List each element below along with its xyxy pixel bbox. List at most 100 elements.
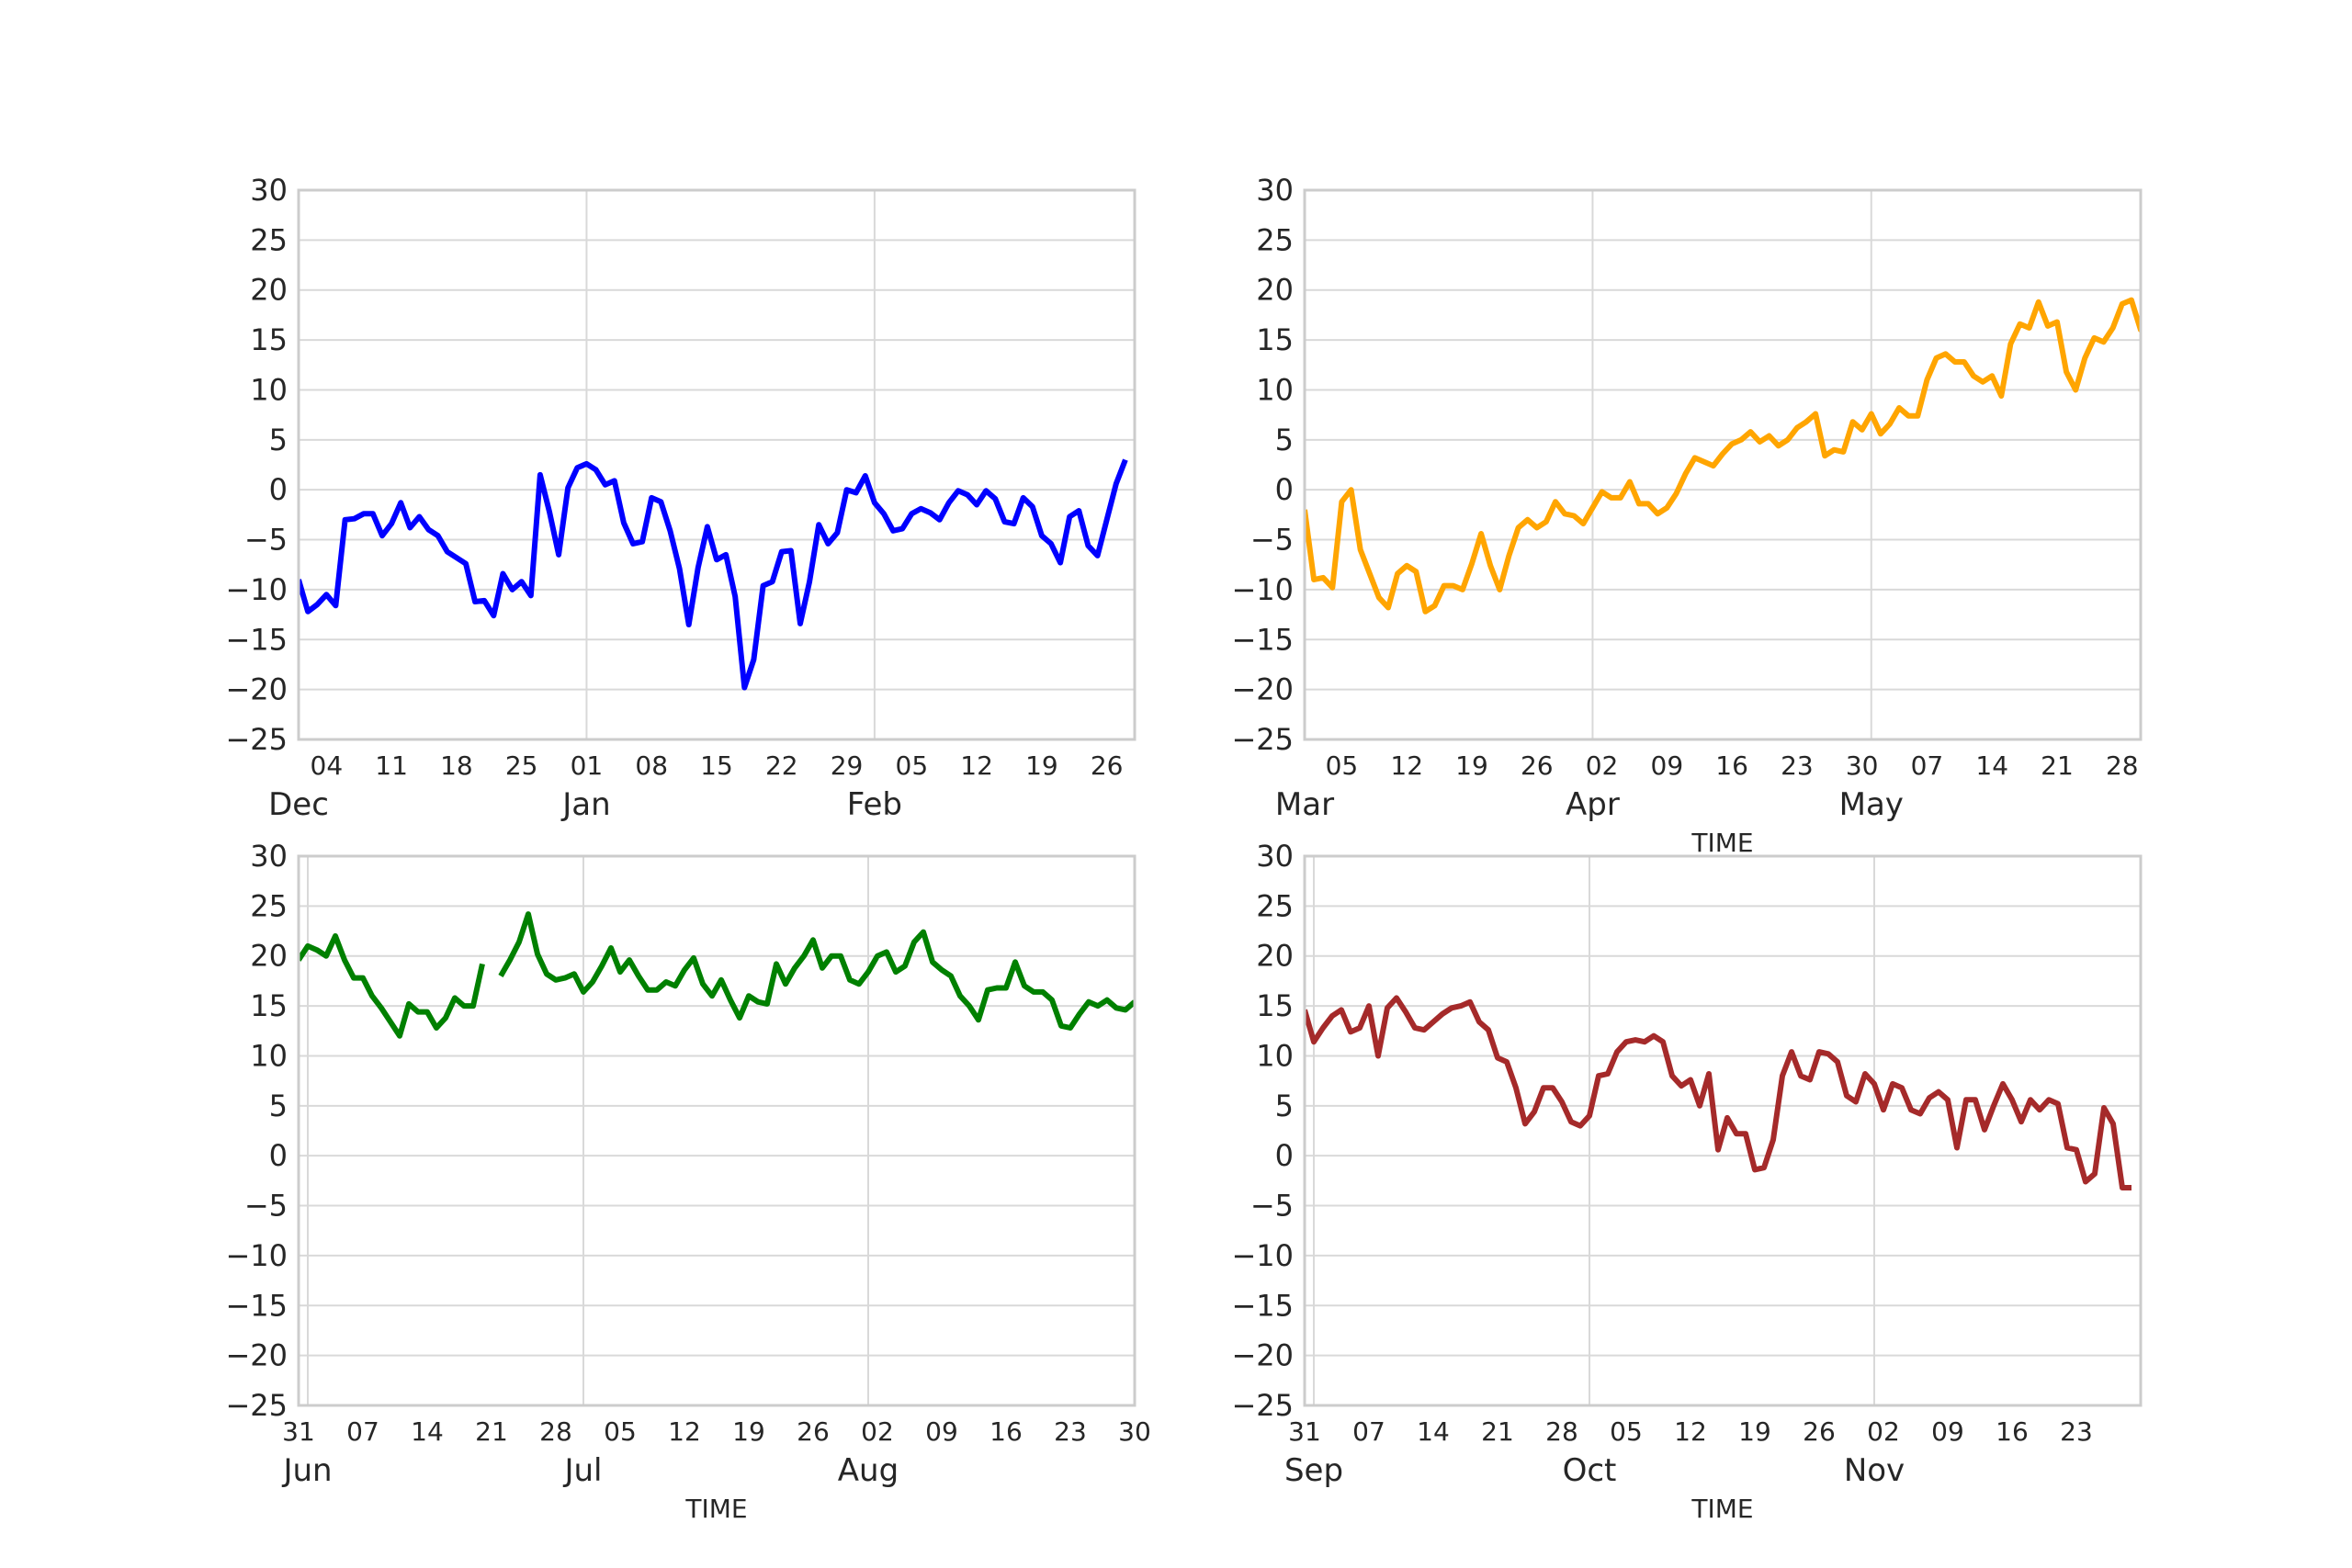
x-tick-label: 16 — [1996, 1416, 2029, 1447]
y-tick-label: 10 — [1256, 372, 1294, 407]
y-tick-label: 25 — [1256, 888, 1294, 923]
x-tick-label: 01 — [571, 750, 604, 781]
x-tick-label: 16 — [989, 1416, 1023, 1447]
x-tick-label: 07 — [346, 1416, 379, 1447]
x-month-label: Jun — [281, 1452, 332, 1489]
y-tick-label: −10 — [225, 1238, 288, 1273]
y-tick-label: 15 — [1256, 322, 1294, 357]
x-month-label: Aug — [838, 1452, 899, 1489]
y-tick-label: −15 — [1231, 622, 1294, 657]
x-tick-label: 19 — [1025, 750, 1058, 781]
y-tick-label: −20 — [225, 672, 288, 707]
x-tick-label: 21 — [1481, 1416, 1514, 1447]
series-line — [1305, 297, 2141, 615]
x-tick-label: 21 — [475, 1416, 508, 1447]
x-month-label: Oct — [1563, 1452, 1617, 1489]
x-tick-label: 12 — [668, 1416, 701, 1447]
x-tick-label: 02 — [1586, 750, 1619, 781]
y-tick-label: 0 — [269, 472, 288, 507]
y-tick-label: −20 — [225, 1338, 288, 1373]
x-tick-label: 05 — [1326, 750, 1359, 781]
x-tick-label: 19 — [1738, 1416, 1771, 1447]
x-axis-title: TIME — [684, 1494, 747, 1524]
y-tick-label: 10 — [250, 372, 288, 407]
y-tick-label: −15 — [225, 622, 288, 657]
y-tick-label: −25 — [1231, 722, 1294, 757]
x-tick-label: 08 — [635, 750, 668, 781]
y-tick-label: −5 — [1250, 523, 1294, 558]
x-tick-label: 19 — [732, 1416, 765, 1447]
x-tick-label: 09 — [1651, 750, 1684, 781]
y-tick-label: 20 — [250, 939, 288, 974]
x-axis-title: TIME — [1690, 1494, 1753, 1524]
x-tick-label: 12 — [1390, 750, 1423, 781]
y-tick-label: −10 — [1231, 1238, 1294, 1273]
y-tick-label: −25 — [225, 1388, 288, 1423]
x-tick-label: 14 — [1975, 750, 2008, 781]
x-tick-label: 12 — [960, 750, 993, 781]
x-tick-label: 26 — [797, 1416, 830, 1447]
y-tick-label: 25 — [250, 222, 288, 257]
y-tick-label: −10 — [1231, 572, 1294, 607]
x-tick-label: 07 — [1911, 750, 1944, 781]
y-tick-label: −15 — [1231, 1288, 1294, 1323]
panel-top-left: 30 25 20 15 10 5 0 −5 −10 −15 −20 −25 04 11 18 25 01 08 15… — [225, 173, 1136, 823]
y-tick-label: −20 — [1231, 672, 1294, 707]
x-tick-label: 23 — [1781, 750, 1814, 781]
x-tick-label: 04 — [311, 750, 344, 781]
x-month-label: Jul — [562, 1452, 602, 1489]
x-month-label: Jan — [560, 786, 610, 823]
x-month-label: Dec — [268, 786, 329, 823]
y-tick-label: 10 — [1256, 1038, 1294, 1073]
x-month-label: Nov — [1844, 1452, 1905, 1489]
plot-area — [299, 190, 1135, 739]
y-tick-label: 25 — [1256, 222, 1294, 257]
y-tick-label: −25 — [1231, 1388, 1294, 1423]
x-tick-label: 23 — [1054, 1416, 1087, 1447]
x-tick-label: 05 — [1610, 1416, 1643, 1447]
plot-frame — [297, 854, 1136, 1407]
y-tick-label: 15 — [1256, 988, 1294, 1023]
y-tick-label: 30 — [250, 173, 288, 208]
x-tick-label: 02 — [861, 1416, 894, 1447]
x-month-label: Sep — [1284, 1452, 1343, 1489]
x-month-label: Mar — [1275, 786, 1334, 823]
y-tick-label: −10 — [225, 572, 288, 607]
y-tick-label: 20 — [1256, 939, 1294, 974]
x-tick-label: 11 — [375, 750, 408, 781]
series-line — [299, 933, 485, 1039]
plot-frame — [1303, 188, 2143, 741]
x-tick-label: 30 — [1846, 750, 1879, 781]
x-tick-label: 05 — [896, 750, 929, 781]
y-tick-label: −20 — [1231, 1338, 1294, 1373]
x-tick-label: 16 — [1715, 750, 1748, 781]
x-tick-label: 30 — [1118, 1416, 1151, 1447]
y-tick-label: 0 — [269, 1138, 288, 1173]
x-tick-label: 14 — [411, 1416, 444, 1447]
x-tick-label: 31 — [1288, 1416, 1321, 1447]
y-tick-label: 25 — [250, 888, 288, 923]
panel-top-right: 30 25 20 15 10 5 0 −5 −10 −15 −20 −25 05 12 19 26 02 09 16… — [1231, 173, 2143, 858]
y-tick-label: −15 — [225, 1288, 288, 1323]
y-tick-label: −5 — [244, 523, 288, 558]
x-tick-label: 18 — [440, 750, 473, 781]
x-tick-label: 26 — [1521, 750, 1554, 781]
x-tick-label: 25 — [505, 750, 538, 781]
y-tick-label: −25 — [225, 722, 288, 757]
series-line — [498, 911, 1135, 1031]
x-tick-label: 21 — [2041, 750, 2074, 781]
y-tick-label: −5 — [1250, 1189, 1294, 1224]
y-tick-label: 10 — [250, 1038, 288, 1073]
y-tick-label: 15 — [250, 322, 288, 357]
x-tick-label: 09 — [925, 1416, 958, 1447]
x-tick-label: 23 — [2060, 1416, 2093, 1447]
x-tick-label: 29 — [831, 750, 864, 781]
y-tick-label: 5 — [1275, 1089, 1294, 1123]
x-tick-label: 02 — [1867, 1416, 1900, 1447]
x-axis-title: TIME — [1690, 828, 1753, 858]
y-tick-label: 5 — [1275, 423, 1294, 457]
x-tick-label: 22 — [765, 750, 798, 781]
y-tick-label: 0 — [1275, 1138, 1294, 1173]
